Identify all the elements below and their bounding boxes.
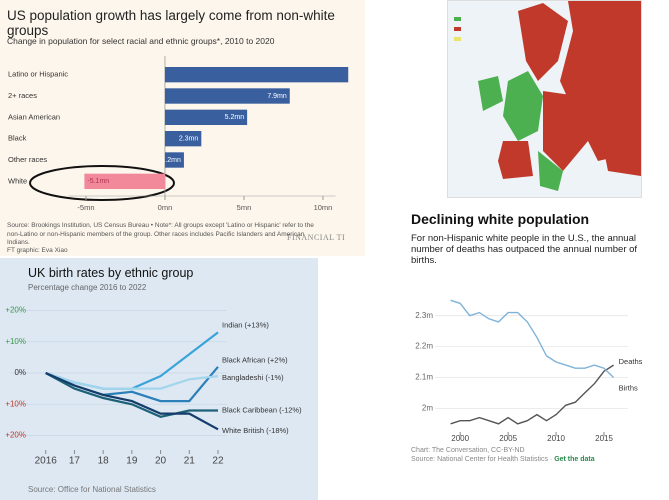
chart-title: US population growth has largely come fr… [7, 8, 335, 38]
series-line [450, 299, 615, 379]
bar [164, 130, 202, 147]
x-tick-label: 18 [98, 456, 110, 467]
highlight-ellipse [29, 165, 175, 201]
legend-swatch [454, 37, 461, 41]
region [518, 3, 568, 81]
map [448, 1, 641, 197]
y-tick-label: 2.3m [415, 311, 433, 320]
x-tick-label: 20 [155, 456, 167, 467]
chart-title: UK birth rates by ethnic group [28, 266, 194, 280]
series-label: Deaths [619, 357, 643, 366]
region [478, 76, 503, 111]
y-tick-label: 2.1m [415, 373, 433, 382]
series-line [45, 331, 219, 390]
chart-subtitle: Percentage change 2016 to 2022 [28, 283, 147, 292]
uk-birth-panel: +20% +10% 0% +10% +20% 2016 17 18 19 20 21 22 Indian… [0, 258, 318, 500]
x-tick-label: 21 [184, 456, 196, 467]
us-population-panel: -5mn 0mn 5mn 10mn Latino or Hispanic 2+ races… [0, 0, 365, 256]
data-link[interactable]: Get the data [554, 456, 595, 463]
value-label: 1.2mn [161, 157, 181, 164]
bar [164, 88, 290, 104]
series-line [45, 372, 218, 418]
region [498, 141, 533, 179]
x-tick-label: 22 [212, 456, 224, 467]
series-label: White British (-18%) [222, 426, 289, 435]
value-label: 7.9mn [267, 93, 287, 100]
category-label: Black [8, 134, 27, 143]
value-label: 5.2mn [225, 114, 245, 121]
chart: -5mn 0mn 5mn 10mn Latino or Hispanic 2+ races… [8, 56, 349, 212]
x-tick-label: 2016 [35, 456, 58, 467]
y-tick-label: 2m [422, 403, 433, 412]
x-tick-label: 19 [126, 456, 138, 467]
series-label: Bangladeshi (-1%) [222, 373, 284, 382]
category-label: Other races [8, 155, 47, 164]
series-label: Black Caribbean (-12%) [222, 405, 302, 414]
legend-swatch [454, 27, 461, 31]
x-tick-label: -5mn [77, 203, 94, 212]
series-label: Births [619, 383, 638, 392]
series-line [45, 371, 219, 390]
y-tick-label: +10% [5, 337, 26, 346]
region [503, 71, 543, 141]
legend-swatch [454, 17, 461, 21]
category-label: Asian American [8, 112, 60, 121]
bar [84, 173, 165, 190]
y-tick-label: +20% [5, 306, 26, 315]
category-label: White [8, 176, 27, 185]
x-tick-label: 2015 [595, 434, 613, 443]
y-tick-label: +10% [5, 399, 26, 408]
source: Source: Brookings Institution, US Census… [7, 222, 314, 246]
bar [164, 109, 248, 126]
brand: FINANCIAL TI [287, 233, 346, 242]
value-label: -5.1mn [87, 178, 109, 185]
bar [164, 66, 349, 83]
source: Source: National Center for Health Stati… [411, 456, 548, 463]
us-deaths-panel: 2m 2.1m 2.2m 2.3m 2000 2005 2010 2015 Deaths Birt… [405, 205, 645, 470]
credit: Chart: The Conversation, CC-BY-ND [411, 447, 525, 454]
series-line [450, 364, 614, 425]
series-label: Indian (+13%) [222, 320, 269, 329]
credit: FT graphic: Eva Xiao [7, 247, 68, 254]
region [598, 111, 641, 176]
y-tick-label: 2.2m [415, 342, 433, 351]
category-label: 2+ races [8, 91, 37, 100]
x-tick-label: 5mn [237, 203, 252, 212]
chart-title: Declining white population [411, 211, 590, 227]
value-label: 2.3mn [179, 136, 199, 143]
series-label: Black African (+2%) [222, 356, 288, 365]
x-tick-label: 2000 [451, 434, 469, 443]
source-line: Source: National Center for Health Stati… [411, 456, 595, 463]
category-label: Latino or Hispanic [8, 70, 68, 79]
x-tick-label: 0mn [158, 203, 173, 212]
bar [164, 152, 184, 168]
x-tick-label: 17 [69, 456, 81, 467]
x-tick-label: 10mn [314, 203, 333, 212]
chart-subtitle: For non-Hispanic white people in the U.S… [411, 233, 638, 266]
map-panel [447, 0, 642, 198]
y-tick-label: 0% [14, 368, 26, 377]
x-tick-label: 2005 [499, 434, 517, 443]
chart-subtitle: Change in population for select racial a… [7, 36, 275, 46]
chart: 2m 2.1m 2.2m 2.3m 2000 2005 2010 2015 Deaths Birt… [415, 299, 643, 443]
region [538, 151, 563, 191]
y-tick-label: +20% [5, 431, 26, 440]
region [543, 91, 588, 171]
series-line [45, 371, 219, 431]
chart: +20% +10% 0% +10% +20% 2016 17 18 19 20 21 22 Indian… [5, 306, 302, 467]
source: Source: Office for National Statistics [28, 485, 156, 494]
x-tick-label: 2010 [547, 434, 565, 443]
